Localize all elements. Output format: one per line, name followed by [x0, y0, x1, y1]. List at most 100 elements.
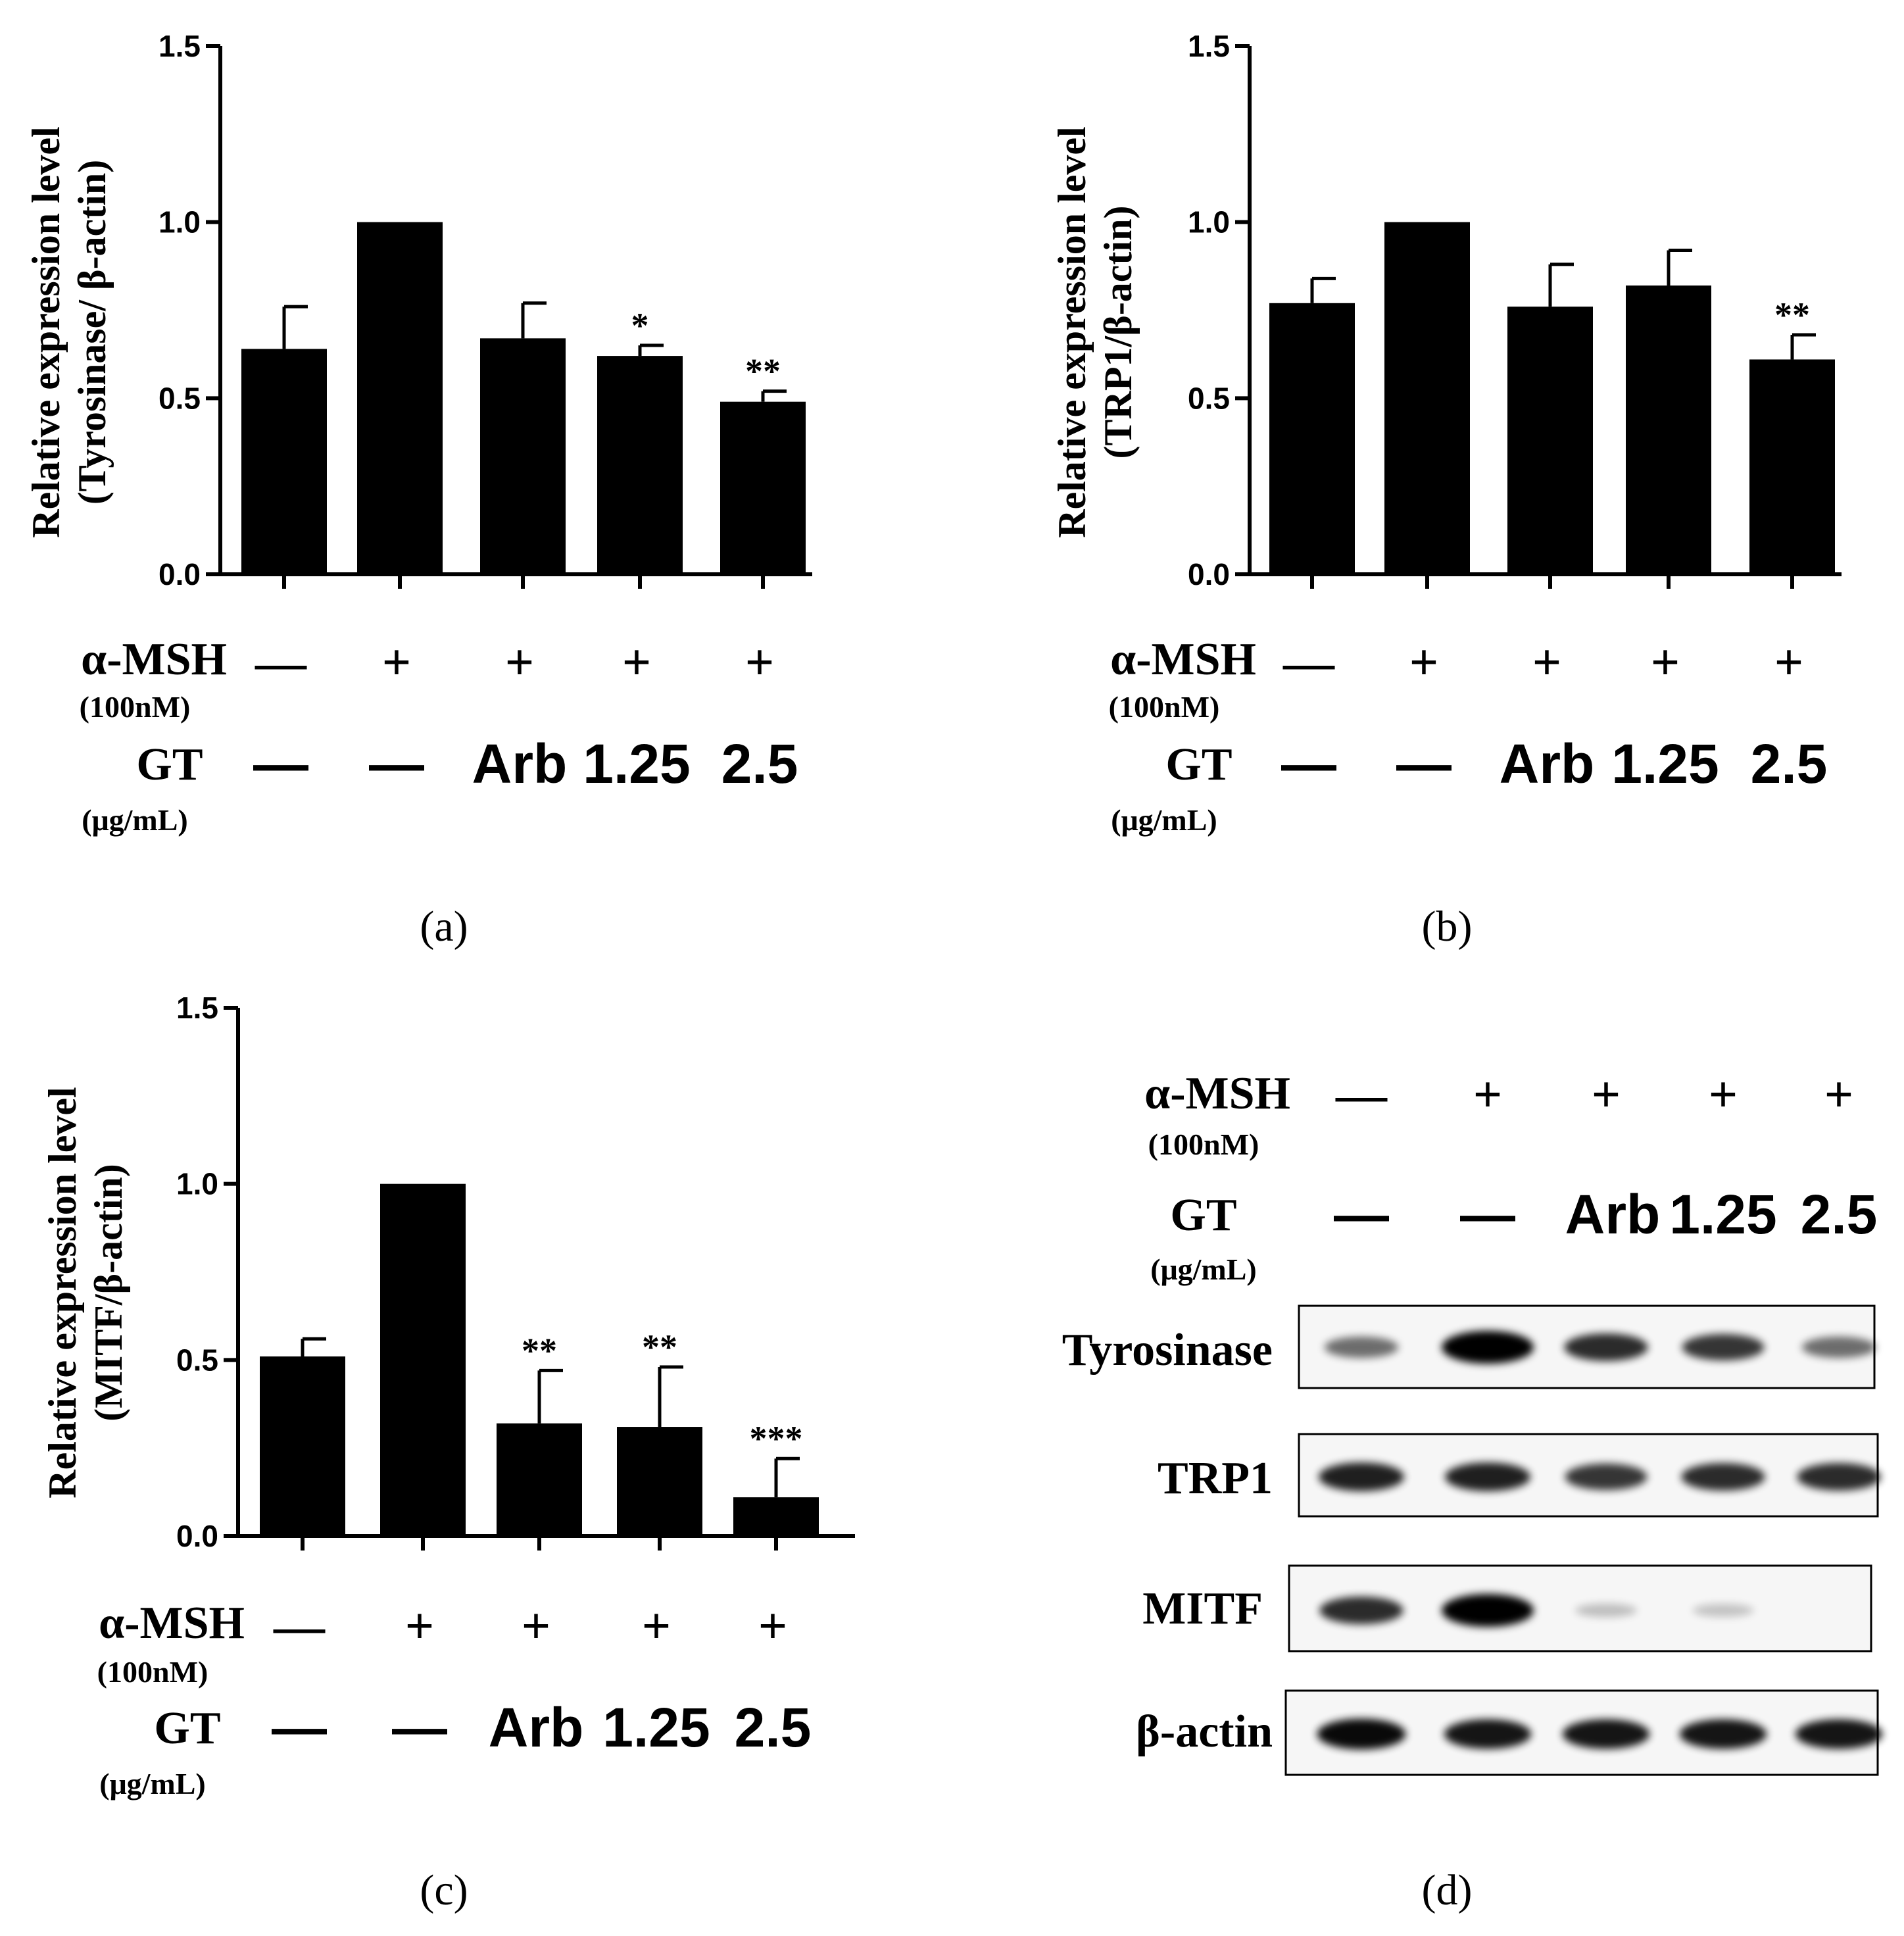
- y-axis-title: Relative expression level (TRP1/β-actin): [1050, 126, 1140, 537]
- msh-value: +: [622, 633, 651, 691]
- gt-value: 2.5: [1801, 1183, 1878, 1245]
- msh-value: +: [382, 633, 411, 691]
- msh-value: —: [255, 633, 307, 691]
- blot-band: [1564, 1333, 1648, 1361]
- y-axis-title-line1: Relative expression level: [1050, 126, 1094, 537]
- msh-value: +: [1592, 1066, 1621, 1123]
- blot-band: [1795, 1719, 1883, 1749]
- y-tick-labels: 0.0 0.5 1.0 1.5: [1188, 29, 1230, 591]
- blot-band: [1324, 1336, 1399, 1358]
- y-tick-label: 1.0: [1188, 205, 1230, 239]
- blot-band: [1442, 1594, 1534, 1627]
- bars: [1235, 44, 1842, 589]
- gt-value: —: [1460, 1183, 1515, 1245]
- blot-band: [1565, 1463, 1648, 1491]
- bar: [1749, 359, 1835, 574]
- significance-labels: * **: [631, 306, 781, 391]
- significance-label: **: [642, 1328, 677, 1367]
- y-tick-label: 1.5: [176, 991, 218, 1025]
- gt-row-sublabel: (μg/mL): [1111, 803, 1217, 837]
- y-tick-label: 1.5: [1188, 29, 1230, 63]
- bar: [357, 222, 443, 575]
- bar: [597, 356, 683, 574]
- panel-label: (a): [420, 903, 468, 951]
- gt-value: 1.25: [1611, 733, 1719, 795]
- y-axis-title-line2: (MITF/β-actin): [87, 1164, 130, 1422]
- gt-row-sublabel: (μg/mL): [99, 1767, 206, 1800]
- y-axis-title: Relative expression level (MITF/β-actin): [41, 1087, 130, 1498]
- blot-band: [1319, 1597, 1404, 1624]
- bars: [206, 44, 812, 589]
- gt-value: —: [1334, 1183, 1389, 1245]
- msh-value: —: [273, 1597, 326, 1654]
- bar: [733, 1497, 819, 1536]
- msh-row-label: α-MSH: [81, 634, 227, 685]
- blot-band: [1801, 1336, 1876, 1358]
- blot-band: [1681, 1463, 1765, 1491]
- msh-row-label: α-MSH: [1144, 1068, 1290, 1119]
- msh-value: +: [522, 1597, 550, 1654]
- y-tick-label: 0.0: [176, 1519, 218, 1553]
- blot-band: [1679, 1719, 1767, 1749]
- y-axis-title-line1: Relative expression level: [24, 126, 68, 537]
- gt-row-sublabel: (μg/mL): [82, 803, 188, 837]
- bar: [617, 1427, 702, 1536]
- gt-row-label: GT: [1170, 1190, 1236, 1241]
- blot-band: [1692, 1604, 1754, 1617]
- msh-value: —: [1335, 1066, 1388, 1123]
- msh-value: —: [1282, 633, 1335, 691]
- y-axis-title-line2: (Tyrosinase/ β-actin): [70, 160, 114, 505]
- gt-value: Arb: [472, 733, 568, 795]
- blot-band: [1319, 1462, 1404, 1491]
- significance-labels: **: [1774, 295, 1810, 335]
- significance-labels: ** ** ***: [522, 1328, 803, 1458]
- chart-a-tyrosinase: Relative expression level (Tyrosinase/ β…: [24, 29, 812, 951]
- blot-band: [1797, 1463, 1881, 1491]
- panel-label: (c): [420, 1866, 468, 1914]
- msh-value: +: [745, 633, 774, 691]
- msh-row-sublabel: (100nM): [97, 1655, 208, 1689]
- msh-value: +: [758, 1597, 787, 1654]
- msh-row-sublabel: (100nM): [1109, 690, 1220, 724]
- bar: [1269, 303, 1355, 574]
- gt-value: —: [392, 1697, 447, 1758]
- msh-value: +: [1774, 633, 1803, 691]
- y-tick-labels: 0.0 0.5 1.0 1.5: [159, 29, 201, 591]
- blot-row-label-mitf: MITF: [1142, 1583, 1263, 1634]
- treatment-table: α-MSH (100nM) GT (μg/mL) — + + + + — — A…: [1144, 1066, 1877, 1286]
- y-axis-title-line1: Relative expression level: [41, 1087, 84, 1498]
- bar: [1384, 222, 1470, 575]
- y-tick-label: 0.5: [1188, 381, 1230, 415]
- chart-b-trp1: Relative expression level (TRP1/β-actin)…: [1050, 29, 1842, 951]
- significance-label: *: [631, 306, 649, 345]
- bar: [1626, 285, 1711, 574]
- bar: [497, 1423, 582, 1536]
- gt-value: 2.5: [1751, 733, 1828, 795]
- gt-value: Arb: [489, 1697, 584, 1758]
- blot-band: [1575, 1603, 1637, 1618]
- treatment-table: α-MSH (100nM) GT (μg/mL) — + + + + — — A…: [80, 633, 798, 837]
- significance-label: **: [522, 1331, 557, 1370]
- bar: [241, 349, 327, 574]
- msh-row-sublabel: (100nM): [1148, 1128, 1259, 1161]
- msh-row-sublabel: (100nM): [80, 690, 191, 724]
- significance-label: **: [745, 352, 781, 391]
- gt-value: Arb: [1500, 733, 1595, 795]
- gt-value: —: [1281, 733, 1336, 795]
- y-axis-title: Relative expression level (Tyrosinase/ β…: [24, 126, 114, 537]
- gt-value: 2.5: [721, 733, 798, 795]
- msh-value: +: [1532, 633, 1561, 691]
- bar: [720, 401, 806, 574]
- y-axis-title-line2: (TRP1/β-actin): [1096, 206, 1140, 459]
- blot-band: [1444, 1719, 1532, 1749]
- y-tick-label: 0.0: [1188, 557, 1230, 591]
- gt-value: —: [272, 1697, 327, 1758]
- bar: [480, 338, 566, 574]
- blot-row-label-beta-actin: β-actin: [1136, 1706, 1273, 1757]
- msh-value: +: [1473, 1066, 1502, 1123]
- blot-band: [1442, 1331, 1534, 1364]
- blot-row-label-tyrosinase: Tyrosinase: [1062, 1325, 1273, 1376]
- msh-row-label: α-MSH: [1110, 634, 1256, 685]
- gt-row-label: GT: [154, 1703, 220, 1754]
